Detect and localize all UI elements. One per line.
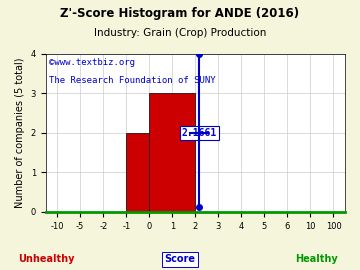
Text: Healthy: Healthy (296, 254, 338, 264)
Text: Unhealthy: Unhealthy (19, 254, 75, 264)
Text: The Research Foundation of SUNY: The Research Foundation of SUNY (49, 76, 215, 85)
Y-axis label: Number of companies (5 total): Number of companies (5 total) (15, 58, 25, 208)
Bar (149, 93, 195, 212)
Text: ©www.textbiz.org: ©www.textbiz.org (49, 58, 135, 67)
Bar (126, 133, 149, 212)
Text: Score: Score (165, 254, 195, 264)
Text: 2.1661: 2.1661 (181, 128, 217, 138)
Text: Industry: Grain (Crop) Production: Industry: Grain (Crop) Production (94, 28, 266, 38)
Text: Z'-Score Histogram for ANDE (2016): Z'-Score Histogram for ANDE (2016) (60, 7, 300, 20)
